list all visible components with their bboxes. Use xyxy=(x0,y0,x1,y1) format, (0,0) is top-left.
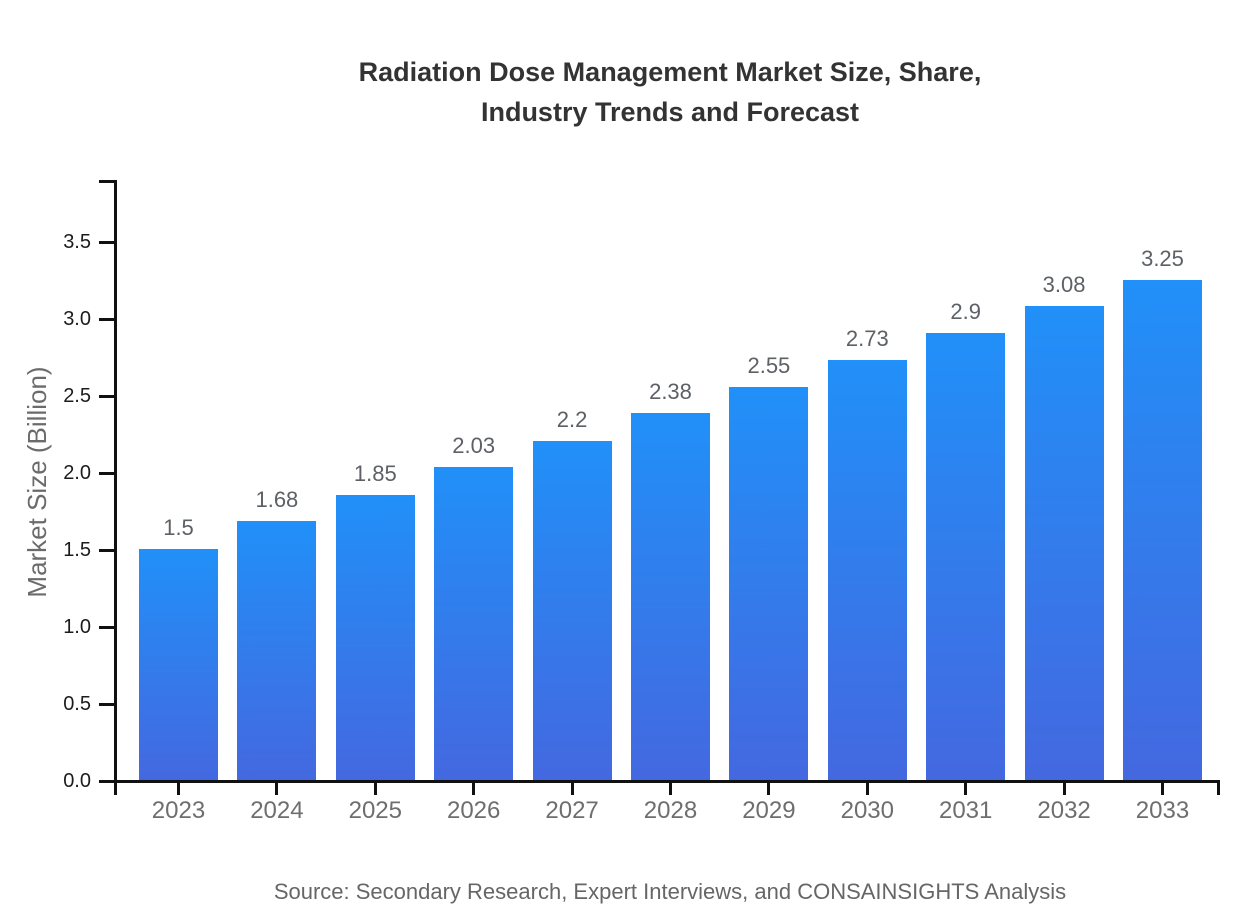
bar xyxy=(532,441,612,780)
bar xyxy=(139,549,218,780)
x-tick-label: 2031 xyxy=(938,797,993,824)
y-tick xyxy=(99,318,114,321)
bar xyxy=(926,333,1006,780)
chart-title-line1: Radiation Dose Management Market Size, S… xyxy=(358,57,982,87)
y-tick xyxy=(99,549,114,552)
y-tick-label: 2.5 xyxy=(63,385,91,407)
bar xyxy=(434,467,514,780)
bar xyxy=(729,387,809,780)
bar xyxy=(827,359,907,780)
chart-title-line2: Industry Trends and Forecast xyxy=(480,97,860,127)
y-axis-spine xyxy=(114,180,117,795)
bar xyxy=(631,413,710,780)
y-tick-label: 3.5 xyxy=(63,231,91,253)
y-tick-label: 3.0 xyxy=(63,308,91,330)
bar xyxy=(335,495,415,780)
x-tick-label: 2026 xyxy=(446,797,501,824)
y-tick xyxy=(99,780,114,783)
x-tick-label: 2027 xyxy=(545,797,599,824)
y-tick-label: 1.0 xyxy=(63,616,91,638)
y-tick-label: 1.5 xyxy=(63,539,91,561)
bar-value-label: 3.25 xyxy=(1141,245,1184,271)
x-tick-label: 2032 xyxy=(1037,797,1091,824)
bar-value-label: 1.68 xyxy=(255,487,299,513)
x-tick xyxy=(669,780,672,795)
x-tick xyxy=(865,780,869,795)
y-tick xyxy=(99,703,114,706)
y-tick-label: 0.0 xyxy=(63,770,91,792)
x-tick xyxy=(767,780,771,795)
x-tick-label: 2025 xyxy=(348,797,402,824)
y-tick xyxy=(99,626,114,629)
bar-value-label: 3.08 xyxy=(1042,271,1086,297)
x-tick-label: 2030 xyxy=(840,797,894,824)
y-tick xyxy=(99,241,114,244)
x-tick-label: 2033 xyxy=(1135,797,1190,824)
y-tick-label: 2.0 xyxy=(63,462,91,484)
x-tick xyxy=(1161,780,1164,795)
x-tick xyxy=(472,780,476,795)
bar xyxy=(1024,305,1104,780)
bar xyxy=(1123,279,1202,780)
chart-title: Radiation Dose Management Market Size, S… xyxy=(80,52,1260,132)
x-tick xyxy=(275,780,279,795)
x-tick xyxy=(964,780,968,795)
x-axis-spine xyxy=(114,780,1220,783)
x-tick-label: 2023 xyxy=(151,797,206,824)
y-axis-top-cap xyxy=(99,180,114,183)
y-tick-label: 0.5 xyxy=(63,693,91,715)
x-tick-label: 2029 xyxy=(742,797,796,824)
bar-value-label: 2.55 xyxy=(747,353,791,379)
x-tick xyxy=(373,780,377,795)
bar-value-label: 2.73 xyxy=(845,325,889,351)
y-tick xyxy=(99,395,114,398)
bar-value-label: 2.38 xyxy=(649,379,692,405)
source-note: Source: Secondary Research, Expert Inter… xyxy=(273,879,1067,904)
y-tick xyxy=(99,472,114,475)
bar-value-label: 1.85 xyxy=(353,461,397,487)
x-tick xyxy=(1062,780,1066,795)
bar-value-label: 2.03 xyxy=(452,433,496,459)
bar-value-label: 1.5 xyxy=(163,515,194,540)
x-tick-label: 2024 xyxy=(250,797,304,824)
bar xyxy=(237,521,317,780)
x-tick xyxy=(177,780,180,795)
x-tick xyxy=(570,780,574,795)
x-tick-label: 2028 xyxy=(643,797,698,824)
x-axis-right-cap xyxy=(1217,780,1220,795)
bar-value-label: 2.9 xyxy=(950,299,981,325)
bar-value-label: 2.2 xyxy=(556,407,588,433)
